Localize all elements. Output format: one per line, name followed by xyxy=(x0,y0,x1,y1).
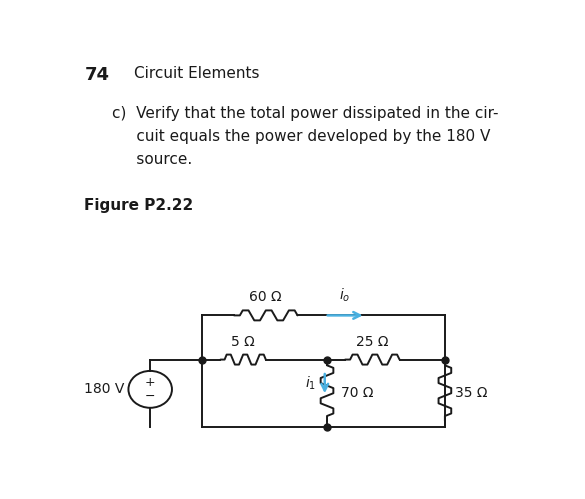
Text: +: + xyxy=(145,376,156,389)
Text: 25 Ω: 25 Ω xyxy=(356,335,388,349)
Text: $i_1$: $i_1$ xyxy=(305,375,316,392)
Text: Circuit Elements: Circuit Elements xyxy=(135,66,260,81)
Text: 70 Ω: 70 Ω xyxy=(340,386,373,400)
Text: −: − xyxy=(145,390,156,403)
Text: source.: source. xyxy=(112,152,192,167)
Text: 35 Ω: 35 Ω xyxy=(455,386,487,400)
Text: 5 Ω: 5 Ω xyxy=(231,335,255,349)
Text: Figure P2.22: Figure P2.22 xyxy=(84,198,194,213)
Text: c)  Verify that the total power dissipated in the cir-: c) Verify that the total power dissipate… xyxy=(112,106,498,121)
Text: 60 Ω: 60 Ω xyxy=(249,290,282,304)
Text: cuit equals the power developed by the 180 V: cuit equals the power developed by the 1… xyxy=(112,129,490,144)
Text: $i_o$: $i_o$ xyxy=(339,286,351,304)
Text: 180 V: 180 V xyxy=(84,382,124,396)
Text: 74: 74 xyxy=(84,66,109,84)
